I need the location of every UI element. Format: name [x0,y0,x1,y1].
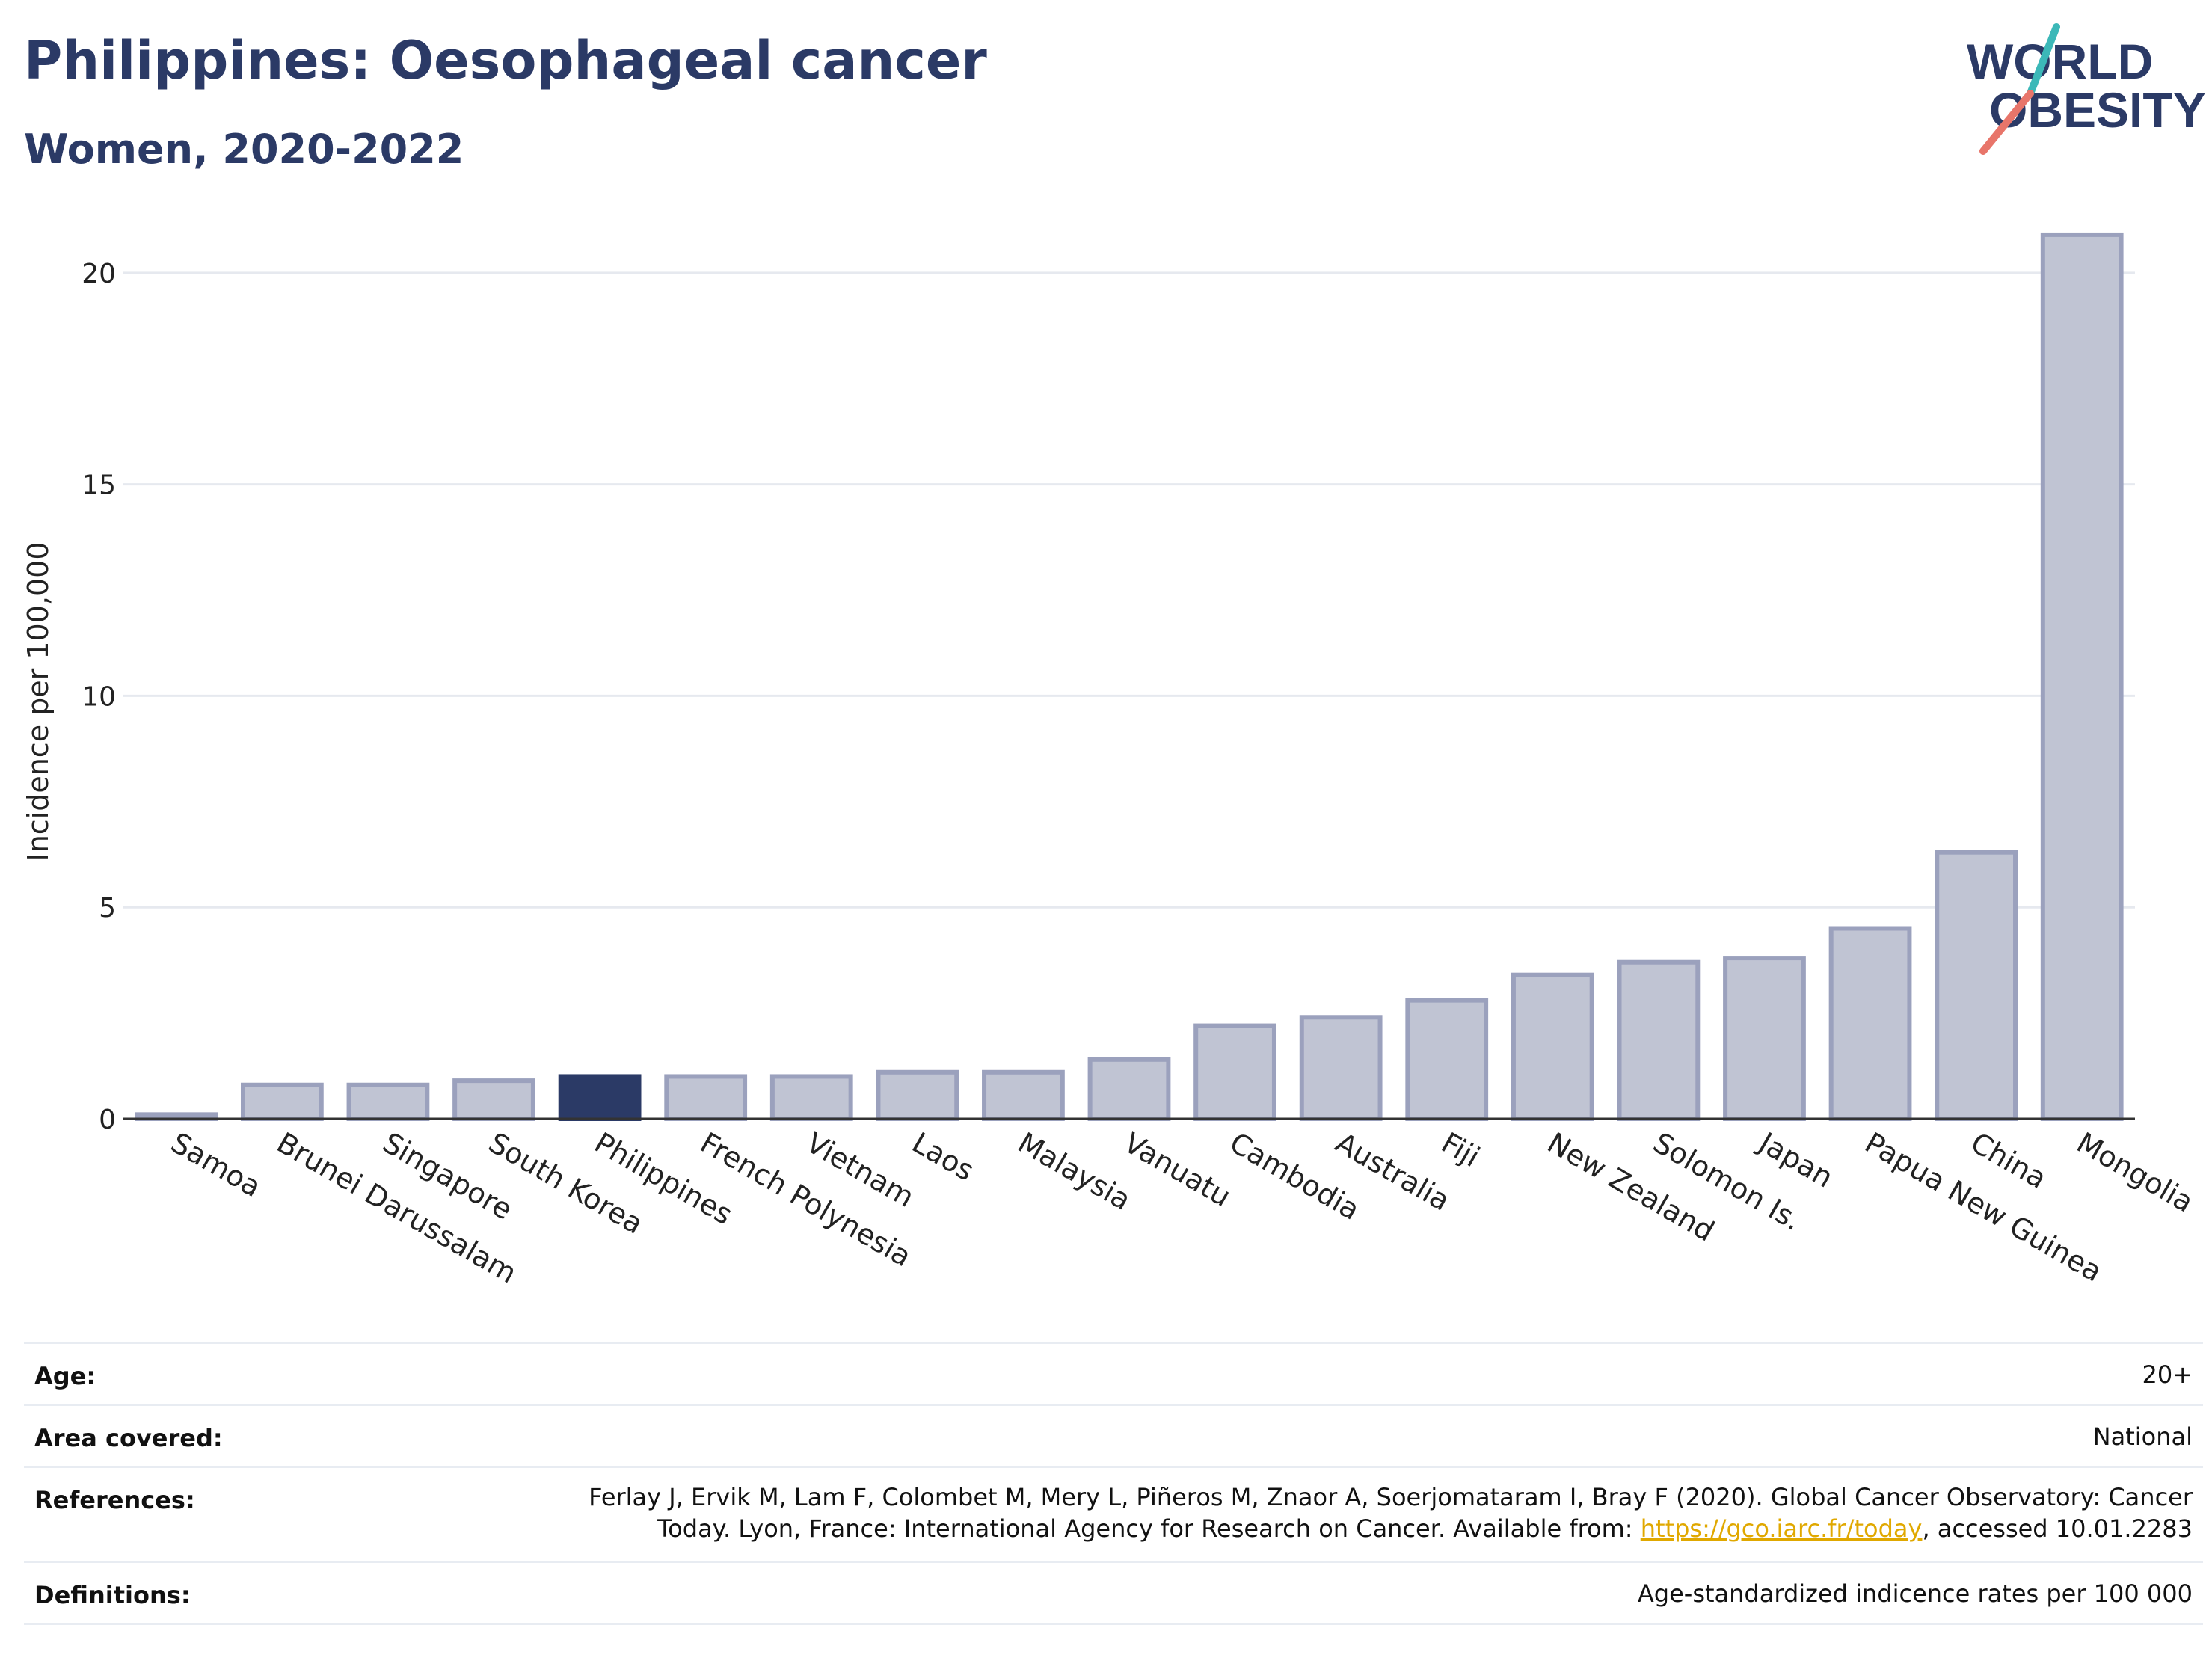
y-axis-ticks: 0 5 10 15 20 [82,259,116,1135]
y-tick-label: 0 [99,1105,116,1135]
x-tick-label: Vanuatu [1119,1126,1237,1213]
area-value: National [2092,1422,2193,1451]
bar-new-zealand [1511,972,1594,1121]
bar-singapore [346,1082,430,1122]
bar-brunei-darussalam [240,1082,324,1122]
bar-vietnam [769,1074,853,1122]
bar-south-korea [452,1078,535,1121]
y-tick-label: 20 [82,259,116,289]
bar-french-polynesia [664,1074,748,1122]
meta-row-definitions: Definitions: Age-standardized indicence … [24,1561,2203,1625]
meta-row-age: Age: 20+ [24,1342,2203,1404]
definitions-label: Definitions: [34,1581,191,1609]
bar-malaysia [982,1069,1065,1121]
age-value: 20+ [2142,1360,2193,1389]
references-line-2: Today. Lyon, France: International Agenc… [589,1513,2193,1544]
bar-papua-new-guinea [1828,926,1912,1122]
y-axis-label: Incidence per 100,000 [22,541,55,861]
references-link[interactable]: https://gco.iarc.fr/today [1640,1514,1923,1543]
bar-cambodia [1193,1023,1276,1122]
bar-mongolia [2040,232,2124,1121]
references-line-2-text: Today. Lyon, France: International Agenc… [657,1514,1641,1543]
gridlines [123,271,2135,909]
x-tick-label: Fiji [1436,1126,1485,1173]
bar-japan [1723,956,1806,1122]
page-title: Philippines: Oesophageal cancer [24,30,987,91]
x-tick-label: Mongolia [2071,1126,2199,1219]
bar-vanuatu [1087,1057,1171,1121]
page-subtitle: Women, 2020-2022 [24,126,464,173]
bars [135,232,2124,1122]
references-line-2-suffix: , accessed 10.01.2283 [1922,1514,2193,1543]
bar-chart: 0 5 10 15 20 Samoa Brunei DarussalamSingapore… [22,232,2199,1290]
y-tick-label: 10 [82,681,116,712]
bar-fiji [1405,998,1489,1121]
bar-china [1935,850,2018,1121]
definitions-value: Age-standardized indicence rates per 100… [1637,1579,2193,1608]
bar-australia [1299,1015,1383,1122]
y-tick-label: 5 [99,893,116,924]
world-obesity-logo: WORLD OBESITY [1967,23,2206,155]
references-value: Ferlay J, Ervik M, Lam F, Colombet M, Me… [589,1481,2193,1544]
y-tick-label: 15 [82,470,116,501]
references-label: References: [34,1486,195,1514]
logo-text-obesity: OBESITY [1989,82,2206,138]
bar-laos [876,1069,959,1121]
area-label: Area covered: [34,1424,223,1452]
age-label: Age: [34,1362,96,1390]
x-tick-label: Samoa [165,1126,266,1204]
bar-philippines [558,1074,642,1122]
x-tick-label: Malaysia [1013,1126,1137,1217]
x-tick-label: Laos [906,1126,980,1188]
bar-solomon-is [1617,959,1701,1121]
meta-row-references: References: Ferlay J, Ervik M, Lam F, Co… [24,1466,2203,1561]
metadata-table: Age: 20+ Area covered: National Referenc… [24,1342,2203,1625]
logo-text-world: WORLD [1967,34,2153,89]
meta-row-area: Area covered: National [24,1404,2203,1466]
references-line-1: Ferlay J, Ervik M, Lam F, Colombet M, Me… [589,1483,2193,1511]
